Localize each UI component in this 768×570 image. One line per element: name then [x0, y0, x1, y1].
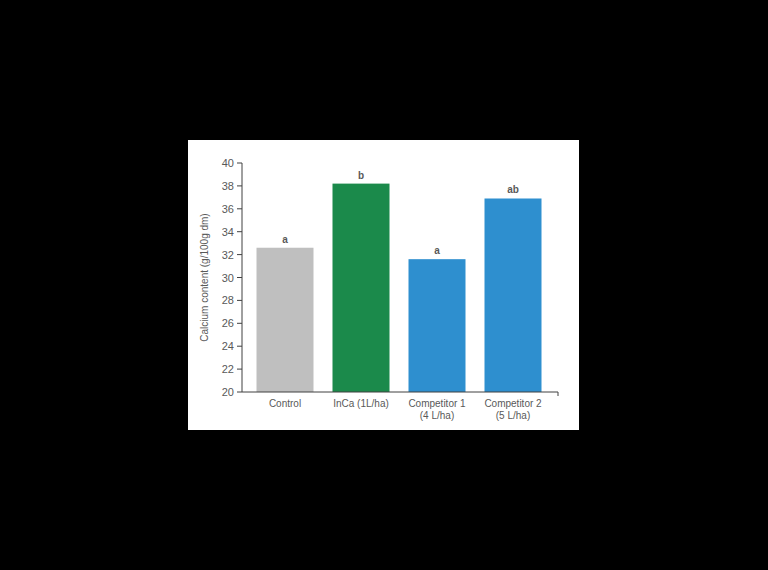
y-tick: [237, 300, 242, 301]
x-tick-label-line: Competitor 2: [484, 398, 542, 409]
x-tick-label-line: InCa (1L/ha): [333, 398, 389, 409]
y-tick: [237, 208, 242, 209]
significance-letter: ab: [507, 184, 519, 195]
y-tick: [237, 277, 242, 278]
y-tick-label: 22: [222, 363, 234, 375]
bar: [485, 198, 542, 392]
y-tick-label: 20: [222, 386, 234, 398]
y-tick: [237, 254, 242, 255]
x-tick-label-line: Control: [269, 398, 301, 409]
chart-svg: abaab2022242628303234363840ControlInCa (…: [0, 0, 768, 570]
y-tick: [237, 369, 242, 370]
y-tick-label: 36: [222, 203, 234, 215]
x-tick-label: Competitor 1(4 L/ha): [408, 398, 466, 421]
x-axis-line: [242, 392, 558, 393]
bar: [409, 259, 466, 392]
y-tick-label: 28: [222, 294, 234, 306]
y-tick: [237, 163, 242, 164]
x-axis-end-tick: [558, 392, 559, 396]
y-axis-label: Calcium content (g/100g dm): [199, 213, 210, 341]
x-tick-label-line: (4 L/ha): [420, 410, 454, 421]
y-tick-label: 32: [222, 249, 234, 261]
y-tick-label: 34: [222, 226, 234, 238]
x-tick-label: InCa (1L/ha): [333, 398, 389, 409]
y-tick-label: 24: [222, 340, 234, 352]
background: [0, 0, 768, 570]
bar: [333, 184, 390, 392]
x-tick-label-line: (5 L/ha): [496, 410, 530, 421]
panel: [188, 140, 579, 430]
x-tick-label-line: Competitor 1: [408, 398, 466, 409]
significance-letter: a: [282, 234, 288, 245]
x-tick-label: Control: [269, 398, 301, 409]
significance-letter: a: [434, 245, 440, 256]
chart-root: abaab2022242628303234363840ControlInCa (…: [0, 0, 768, 570]
y-tick: [237, 185, 242, 186]
y-tick: [237, 323, 242, 324]
bars: [257, 184, 542, 392]
x-tick-label: Competitor 2(5 L/ha): [484, 398, 542, 421]
y-tick: [237, 346, 242, 347]
y-tick-label: 40: [222, 157, 234, 169]
y-tick: [237, 392, 242, 393]
y-tick-label: 38: [222, 180, 234, 192]
significance-letter: b: [358, 170, 364, 181]
y-tick-label: 26: [222, 317, 234, 329]
y-tick: [237, 231, 242, 232]
y-tick-label: 30: [222, 272, 234, 284]
bar: [257, 248, 314, 392]
